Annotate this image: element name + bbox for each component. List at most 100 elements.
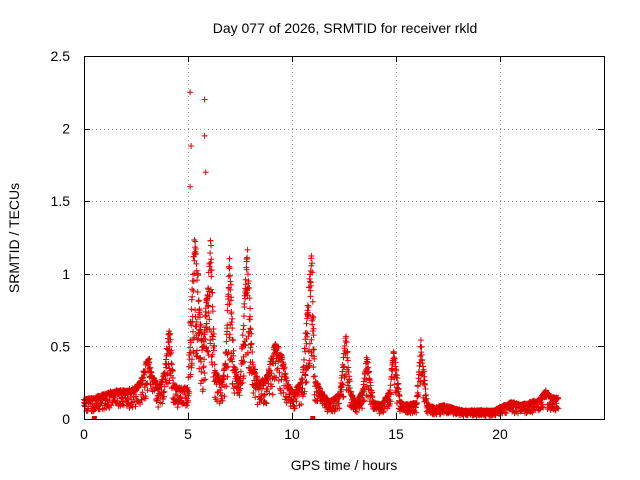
data-point bbox=[202, 169, 209, 176]
data-point bbox=[241, 358, 248, 365]
data-point bbox=[160, 389, 167, 396]
data-point bbox=[167, 351, 174, 358]
data-point bbox=[219, 397, 226, 404]
data-point bbox=[144, 380, 151, 387]
data-point bbox=[303, 320, 310, 327]
x-tick-label: 0 bbox=[80, 426, 88, 442]
data-point bbox=[293, 398, 300, 405]
data-point bbox=[188, 322, 195, 329]
data-point bbox=[311, 373, 318, 380]
data-point bbox=[245, 350, 251, 356]
data-point bbox=[540, 404, 547, 411]
data-point bbox=[302, 379, 309, 386]
data-point bbox=[133, 393, 140, 400]
data-point bbox=[310, 332, 317, 339]
data-point bbox=[247, 326, 254, 333]
data-point bbox=[264, 386, 271, 392]
data-point bbox=[237, 385, 244, 392]
data-point bbox=[201, 96, 208, 103]
data-point bbox=[226, 331, 233, 338]
data-point bbox=[188, 143, 195, 149]
y-tick-label: 2 bbox=[62, 121, 70, 137]
data-point bbox=[280, 389, 287, 396]
data-point bbox=[209, 351, 216, 358]
data-point bbox=[211, 342, 218, 349]
data-point bbox=[159, 400, 166, 407]
data-point bbox=[247, 316, 254, 323]
data-point bbox=[189, 293, 196, 300]
data-point bbox=[205, 348, 212, 355]
data-point bbox=[207, 286, 214, 293]
data-points bbox=[81, 89, 562, 420]
data-point bbox=[308, 336, 315, 343]
data-point bbox=[366, 368, 372, 375]
data-point bbox=[146, 365, 153, 372]
data-point bbox=[240, 322, 247, 329]
data-point bbox=[195, 297, 202, 304]
data-point bbox=[344, 357, 351, 364]
data-point bbox=[226, 255, 233, 262]
data-point bbox=[208, 242, 214, 249]
data-point bbox=[197, 380, 204, 387]
data-point bbox=[252, 370, 259, 376]
data-point bbox=[228, 281, 234, 288]
data-point bbox=[305, 304, 312, 310]
data-point bbox=[283, 393, 289, 400]
data-point bbox=[555, 394, 562, 401]
data-point bbox=[343, 339, 350, 346]
data-point bbox=[262, 391, 268, 398]
data-point bbox=[198, 368, 205, 375]
plot-frame bbox=[84, 56, 605, 420]
data-point bbox=[196, 311, 203, 318]
data-point bbox=[168, 361, 175, 368]
data-point bbox=[393, 366, 400, 373]
data-point bbox=[395, 385, 402, 392]
data-point bbox=[224, 307, 231, 314]
data-point bbox=[301, 388, 308, 395]
data-point bbox=[206, 263, 213, 270]
data-point bbox=[361, 397, 368, 404]
data-point bbox=[228, 309, 235, 316]
data-point bbox=[162, 375, 169, 382]
data-point bbox=[191, 257, 198, 264]
data-point bbox=[352, 408, 359, 415]
data-point bbox=[346, 376, 353, 383]
data-point bbox=[209, 289, 216, 296]
data-point bbox=[188, 339, 194, 346]
data-point bbox=[190, 287, 197, 294]
data-point bbox=[361, 388, 368, 395]
data-point bbox=[311, 346, 317, 353]
data-point bbox=[203, 320, 210, 327]
data-point bbox=[275, 344, 282, 351]
data-point bbox=[208, 273, 215, 280]
data-point bbox=[241, 304, 248, 310]
data-point bbox=[366, 376, 373, 383]
data-point bbox=[201, 370, 208, 376]
data-point bbox=[387, 398, 394, 405]
data-point bbox=[307, 278, 313, 285]
data-point bbox=[224, 322, 231, 329]
data-point bbox=[276, 369, 283, 376]
data-point bbox=[190, 278, 197, 285]
data-point bbox=[161, 383, 168, 390]
data-point bbox=[303, 378, 310, 385]
data-point bbox=[207, 259, 214, 266]
data-point bbox=[137, 401, 144, 408]
data-point bbox=[387, 391, 394, 398]
data-point bbox=[275, 377, 282, 384]
data-point bbox=[305, 312, 312, 319]
data-point bbox=[142, 395, 149, 402]
data-point bbox=[202, 336, 209, 343]
data-point bbox=[187, 89, 194, 96]
data-point bbox=[178, 395, 185, 402]
data-point bbox=[206, 293, 213, 300]
data-point bbox=[336, 405, 343, 412]
data-point bbox=[310, 325, 317, 332]
data-point bbox=[230, 337, 237, 344]
data-point bbox=[227, 278, 234, 285]
data-point bbox=[192, 251, 199, 257]
data-point bbox=[132, 403, 139, 410]
data-point bbox=[187, 183, 194, 190]
data-point bbox=[140, 377, 146, 384]
zero-marker bbox=[91, 416, 97, 420]
